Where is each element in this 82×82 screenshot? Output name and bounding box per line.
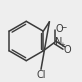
Text: Cl: Cl bbox=[36, 70, 46, 80]
Text: O: O bbox=[55, 24, 63, 34]
Text: N: N bbox=[55, 37, 63, 47]
Text: +: + bbox=[60, 42, 65, 48]
Text: O: O bbox=[63, 45, 71, 55]
Text: −: − bbox=[60, 23, 66, 32]
